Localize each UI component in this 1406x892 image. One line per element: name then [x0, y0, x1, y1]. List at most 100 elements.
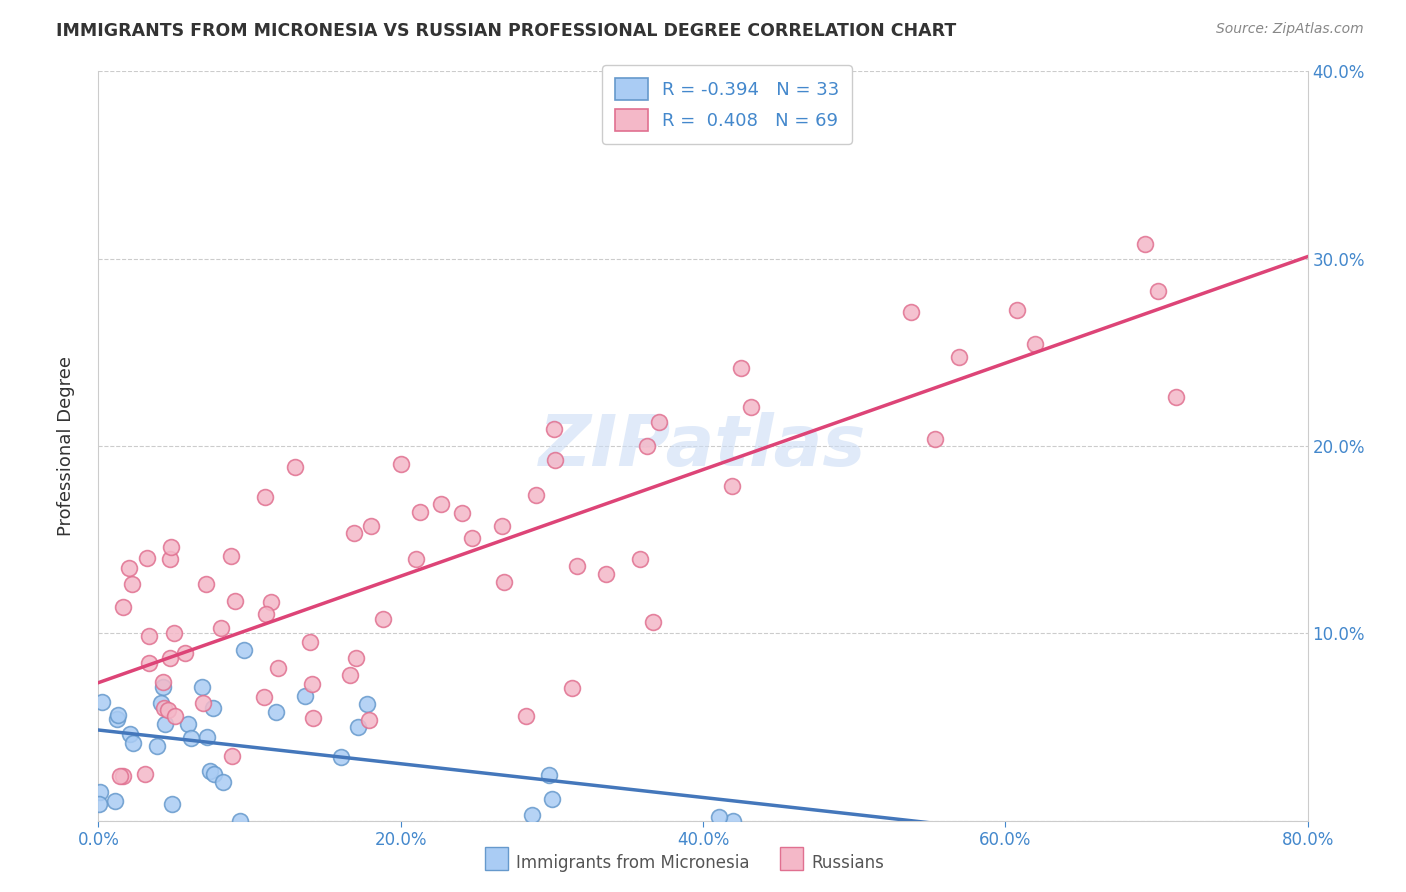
Point [302, 711, 325, 725]
Text: Immigrants from Micronesia: Immigrants from Micronesia [516, 854, 749, 871]
Point [636, 439, 658, 453]
Point [344, 650, 367, 665]
Point [595, 566, 617, 581]
Point [284, 459, 307, 474]
Point [543, 422, 565, 436]
Point [232, 642, 254, 657]
Point [515, 709, 537, 723]
Point [253, 490, 276, 504]
Point [118, 561, 141, 575]
Text: Russians: Russians [811, 854, 884, 871]
Point [356, 698, 378, 712]
Point [260, 595, 283, 609]
Point [177, 716, 200, 731]
Point [461, 531, 484, 545]
Point [409, 505, 432, 519]
Point [146, 739, 169, 754]
Point [1146, 285, 1168, 299]
Point [212, 774, 235, 789]
Point [347, 720, 370, 734]
Point [628, 551, 651, 566]
Point [89, 785, 111, 799]
Point [111, 600, 134, 615]
Point [541, 792, 564, 806]
Point [91, 695, 114, 709]
Point [209, 620, 232, 634]
Point [301, 677, 323, 691]
Point [159, 540, 181, 554]
Point [451, 506, 474, 520]
Point [224, 594, 246, 608]
Point [120, 727, 142, 741]
Point [491, 518, 513, 533]
Point [405, 551, 427, 566]
Point [163, 626, 186, 640]
Point [267, 661, 290, 675]
Point [948, 351, 970, 365]
Point [134, 767, 156, 781]
Point [561, 681, 583, 695]
Point [294, 690, 316, 704]
Point [339, 667, 361, 681]
Point [201, 700, 224, 714]
Point [87, 797, 110, 811]
Point [160, 797, 183, 811]
Point [389, 457, 412, 471]
Point [567, 558, 589, 573]
Point [538, 768, 561, 782]
Point [121, 577, 143, 591]
Legend: R = -0.394   N = 33, R =  0.408   N = 69: R = -0.394 N = 33, R = 0.408 N = 69 [602, 65, 852, 144]
Point [1007, 302, 1029, 317]
Point [264, 705, 287, 719]
Point [110, 769, 132, 783]
Y-axis label: Professional Degree: Professional Degree [56, 356, 75, 536]
Point [360, 519, 382, 533]
Point [1166, 390, 1188, 404]
Point [138, 657, 160, 671]
Point [219, 549, 242, 564]
Point [330, 750, 353, 764]
Point [195, 730, 218, 744]
Point [180, 731, 202, 746]
Point [544, 452, 567, 467]
Point [163, 709, 186, 723]
Point [721, 814, 744, 828]
Text: IMMIGRANTS FROM MICRONESIA VS RUSSIAN PROFESSIONAL DEGREE CORRELATION CHART: IMMIGRANTS FROM MICRONESIA VS RUSSIAN PR… [56, 22, 956, 40]
Point [159, 651, 181, 665]
Point [152, 675, 174, 690]
Point [740, 400, 762, 414]
Text: ZIPatlas: ZIPatlas [540, 411, 866, 481]
Point [157, 703, 180, 717]
Point [343, 526, 366, 541]
Point [202, 767, 225, 781]
Point [524, 488, 547, 502]
Point [138, 629, 160, 643]
Point [492, 575, 515, 590]
Point [198, 764, 221, 778]
Text: Source: ZipAtlas.com: Source: ZipAtlas.com [1216, 22, 1364, 37]
Point [111, 769, 134, 783]
Point [152, 700, 174, 714]
Point [194, 576, 217, 591]
Point [229, 814, 252, 828]
Point [730, 361, 752, 376]
Point [371, 612, 394, 626]
Point [135, 550, 157, 565]
Point [105, 712, 128, 726]
Point [430, 497, 453, 511]
Point [104, 794, 127, 808]
Point [520, 808, 543, 822]
Point [299, 635, 322, 649]
Point [253, 690, 276, 705]
Point [1133, 236, 1156, 251]
Point [173, 646, 195, 660]
Point [152, 680, 174, 694]
Point [721, 479, 744, 493]
Point [357, 713, 380, 727]
Point [193, 696, 215, 710]
Point [641, 615, 664, 629]
Point [121, 736, 143, 750]
Point [159, 552, 181, 566]
Point [221, 748, 243, 763]
Point [648, 416, 671, 430]
